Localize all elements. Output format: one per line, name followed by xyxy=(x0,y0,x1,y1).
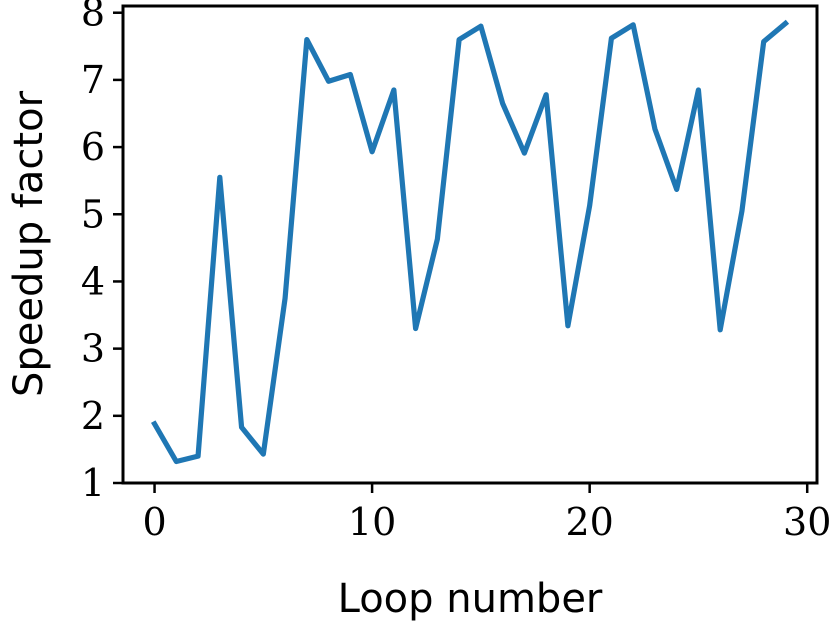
y-tick-label: 3 xyxy=(81,327,105,371)
x-tick-label: 10 xyxy=(348,500,396,544)
y-tick-label: 1 xyxy=(81,461,105,505)
y-axis-label: Speedup factor xyxy=(6,90,52,397)
x-tick-label: 0 xyxy=(142,500,166,544)
plot-area xyxy=(121,4,819,485)
y-tick-label: 2 xyxy=(81,394,105,438)
x-tick-label: 30 xyxy=(783,500,830,544)
axis-ticks: 0 10 20 30 1 2 3 4 5 6 7 8 xyxy=(81,0,830,544)
y-tick-label: 7 xyxy=(81,58,105,102)
y-tick-label: 8 xyxy=(81,0,105,35)
y-tick-label: 4 xyxy=(81,259,105,303)
y-tick-label: 5 xyxy=(81,192,105,236)
x-axis-label: Loop number xyxy=(338,576,603,622)
y-tick-label: 6 xyxy=(81,125,105,169)
x-tick-label: 20 xyxy=(565,500,613,544)
plot-frame xyxy=(121,4,819,485)
series-line-0 xyxy=(150,19,790,465)
